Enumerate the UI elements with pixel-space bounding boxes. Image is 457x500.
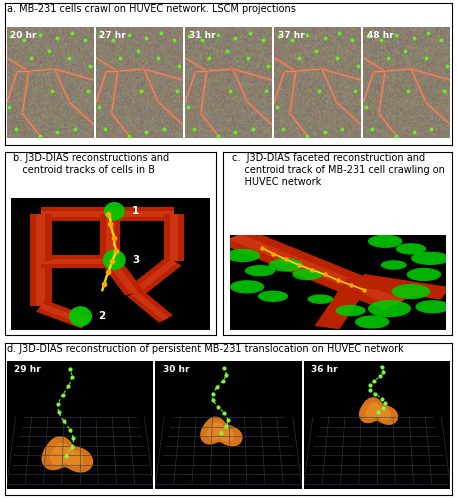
Polygon shape (314, 278, 372, 330)
Polygon shape (41, 258, 110, 264)
Polygon shape (381, 260, 407, 270)
Polygon shape (30, 214, 52, 261)
Polygon shape (258, 290, 288, 302)
Polygon shape (207, 422, 234, 442)
Polygon shape (127, 289, 173, 322)
Text: 48 hr: 48 hr (367, 31, 393, 40)
Polygon shape (132, 292, 169, 320)
Polygon shape (37, 214, 45, 306)
Polygon shape (308, 294, 334, 304)
Polygon shape (355, 316, 389, 328)
Text: 29 hr: 29 hr (14, 364, 41, 374)
Polygon shape (230, 280, 264, 293)
Polygon shape (368, 234, 403, 248)
Polygon shape (131, 260, 177, 294)
Polygon shape (70, 307, 91, 326)
Polygon shape (411, 252, 450, 265)
Polygon shape (359, 397, 398, 425)
Polygon shape (407, 268, 441, 281)
Polygon shape (101, 258, 143, 296)
Polygon shape (365, 402, 391, 420)
Polygon shape (354, 274, 451, 299)
Polygon shape (41, 254, 110, 268)
Polygon shape (292, 269, 323, 280)
Polygon shape (164, 214, 184, 261)
Polygon shape (107, 260, 138, 294)
Text: 37 hr: 37 hr (278, 31, 304, 40)
Text: 20 hr: 20 hr (11, 31, 37, 40)
Text: a. MB-231 cells crawl on HUVEC network. LSCM projections: a. MB-231 cells crawl on HUVEC network. … (7, 4, 296, 14)
Text: 30 hr: 30 hr (163, 364, 189, 374)
Text: 27 hr: 27 hr (100, 31, 126, 40)
Polygon shape (101, 214, 120, 261)
Polygon shape (41, 211, 174, 217)
Text: 36 hr: 36 hr (311, 364, 338, 374)
Text: c.  J3D-DIAS faceted reconstruction and
    centroid track of MB-231 cell crawli: c. J3D-DIAS faceted reconstruction and c… (232, 154, 445, 186)
Polygon shape (368, 300, 411, 317)
Polygon shape (104, 250, 125, 270)
Polygon shape (228, 234, 404, 306)
Text: d. J3D-DIAS reconstruction of persistent MB-231 translocation on HUVEC network: d. J3D-DIAS reconstruction of persistent… (7, 344, 404, 354)
Text: 2: 2 (98, 312, 106, 322)
Polygon shape (127, 257, 181, 297)
Polygon shape (106, 214, 114, 261)
Polygon shape (269, 258, 303, 272)
Text: 3: 3 (132, 255, 139, 265)
Text: 31 hr: 31 hr (189, 31, 215, 40)
Polygon shape (42, 436, 93, 472)
Polygon shape (396, 243, 426, 254)
Polygon shape (170, 214, 178, 261)
Polygon shape (245, 265, 275, 276)
Text: 1: 1 (132, 206, 139, 216)
Polygon shape (37, 214, 45, 261)
Text: b. J3D-DIAS reconstructions and
   centroid tracks of cells in B: b. J3D-DIAS reconstructions and centroid… (13, 154, 169, 175)
Polygon shape (415, 300, 450, 314)
Polygon shape (200, 416, 243, 446)
Polygon shape (392, 284, 430, 299)
Polygon shape (50, 443, 84, 466)
Polygon shape (219, 230, 413, 310)
Polygon shape (226, 249, 260, 262)
Polygon shape (41, 206, 174, 221)
Polygon shape (39, 304, 89, 325)
Polygon shape (105, 202, 124, 220)
Polygon shape (335, 305, 366, 316)
Polygon shape (36, 300, 91, 328)
Polygon shape (30, 214, 52, 306)
